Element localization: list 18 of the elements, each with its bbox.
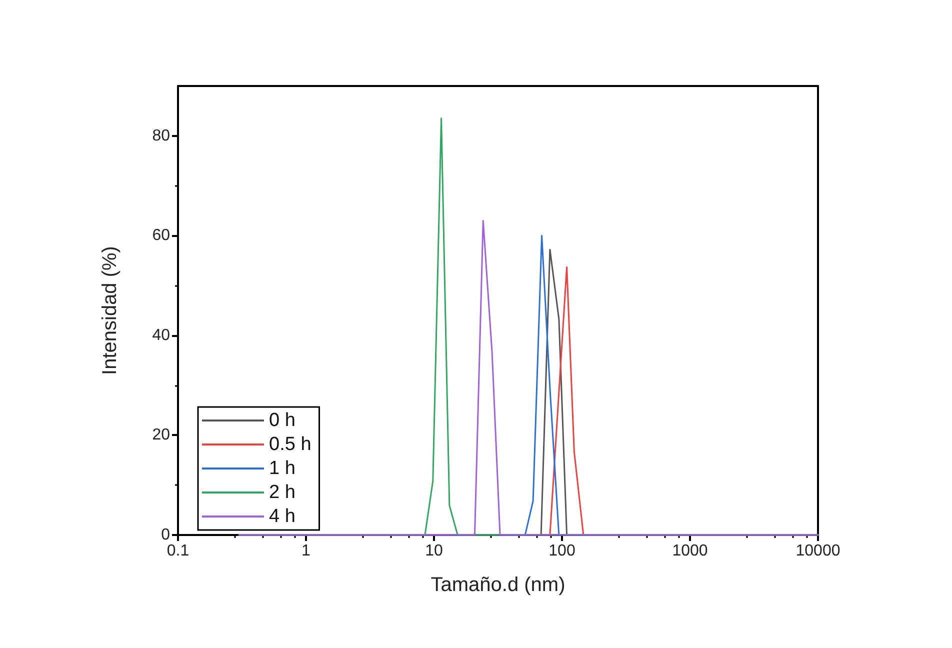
- y-tick-label: 20: [152, 426, 170, 444]
- x-axis-title: Tamaño.d (nm): [430, 574, 566, 596]
- legend-label: 1 h: [269, 458, 296, 479]
- legend-label: 2 h: [269, 482, 296, 503]
- y-tick-label: 40: [152, 326, 170, 344]
- legend-label: 4 h: [269, 506, 296, 527]
- x-tick-label: 0.1: [166, 542, 190, 560]
- x-tick-label: 10: [425, 542, 443, 560]
- legend-label: 0 h: [269, 410, 296, 431]
- x-tick-label: 10000: [796, 542, 840, 560]
- x-tick-label: 100: [548, 542, 576, 560]
- y-tick-label: 80: [152, 127, 170, 144]
- x-tick-label: 1: [302, 542, 311, 560]
- y-axis-title: Intensidad (%): [99, 246, 121, 375]
- legend-label: 0.5 h: [269, 434, 312, 455]
- y-tick-label: 60: [152, 227, 170, 244]
- x-tick-label: 1000: [672, 542, 708, 560]
- y-tick-label: 0: [161, 526, 170, 544]
